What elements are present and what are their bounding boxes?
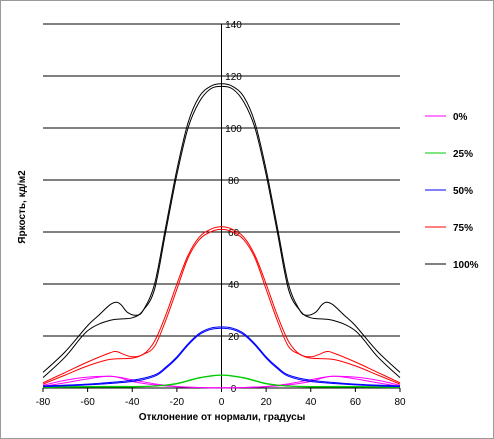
tick-labels: 0 20 40 60 80 100 120 140 -80 -60 -40 -20 0 20 40 60 80 [36,20,406,408]
series-line-3-1 [42,228,401,385]
series-line-2-1 [42,327,401,388]
legend-label: 100% [453,260,479,271]
x-axis-title: Отклонение от нормали, градусы [139,412,306,423]
series-line-4-1 [42,85,401,378]
y-tick-label: 140 [225,20,242,31]
legend: 0% 25% 50% 75% 100% [425,112,479,271]
legend-label: 25% [453,149,473,160]
series-line-3-0 [42,226,401,384]
x-tick-label: -80 [36,397,51,408]
x-tick-label: -20 [170,397,185,408]
x-tick-label: -40 [125,397,140,408]
legend-label: 0% [453,112,468,123]
series-lines [42,83,401,389]
y-tick-label: 40 [228,280,240,291]
y-tick-label: 20 [228,332,240,343]
x-tick-label: 20 [261,397,273,408]
y-tick-label: 0 [231,384,237,395]
axes [42,23,401,392]
x-tick-label: 60 [350,397,362,408]
x-tick-label: 40 [305,397,317,408]
series-line-1-1 [42,374,401,388]
series-line-2-0 [42,326,401,387]
x-tick-label: 0 [219,397,225,408]
y-tick-label: 60 [228,228,240,239]
x-tick-label: 80 [394,397,406,408]
y-tick-label: 80 [228,176,240,187]
y-axis-title: Яркость, кд/м2 [17,170,28,244]
y-tick-label: 120 [225,72,242,83]
y-tick-label: 100 [225,124,242,135]
x-tick-label: -60 [80,397,95,408]
series-line-4-0 [42,83,401,373]
legend-label: 50% [453,186,473,197]
legend-label: 75% [453,223,473,234]
series-line-0-1 [42,375,401,389]
